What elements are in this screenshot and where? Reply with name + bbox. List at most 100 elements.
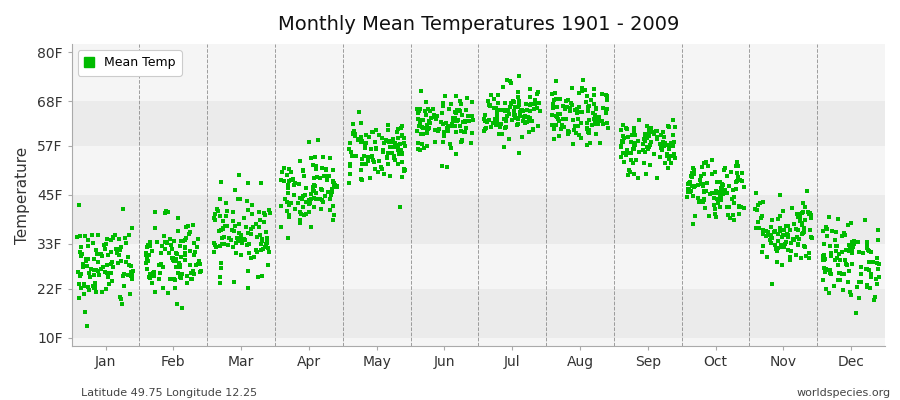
Point — [375, 135, 390, 142]
Point — [304, 196, 319, 202]
Bar — [72, 101, 885, 146]
Point — [550, 114, 564, 121]
Point — [508, 112, 522, 118]
Point — [696, 181, 710, 188]
Point — [458, 119, 473, 126]
Point — [616, 138, 630, 144]
Point — [319, 172, 333, 179]
Point — [736, 205, 751, 212]
Point — [168, 255, 183, 262]
Point — [666, 132, 680, 138]
Point — [776, 242, 790, 249]
Point — [725, 196, 740, 202]
Point — [682, 180, 697, 186]
Point — [590, 118, 604, 124]
Point — [390, 143, 404, 149]
Point — [430, 113, 445, 120]
Point — [589, 118, 603, 124]
Point — [801, 250, 815, 256]
Point — [416, 131, 430, 138]
Point — [458, 117, 473, 124]
Point — [724, 169, 738, 176]
Point — [725, 187, 740, 194]
Point — [756, 242, 770, 249]
Point — [117, 234, 131, 241]
Point — [71, 202, 86, 208]
Point — [511, 121, 526, 128]
Point — [125, 225, 140, 231]
Point — [625, 132, 639, 138]
Point — [428, 116, 443, 122]
Point — [256, 245, 270, 252]
Point — [148, 289, 162, 295]
Point — [562, 97, 576, 103]
Point — [302, 138, 316, 145]
Point — [590, 119, 605, 126]
Point — [816, 252, 831, 258]
Point — [169, 258, 184, 264]
Point — [711, 200, 725, 206]
Point — [586, 101, 600, 107]
Point — [590, 131, 604, 138]
Point — [643, 142, 657, 149]
Point — [152, 276, 166, 282]
Point — [297, 192, 311, 199]
Point — [713, 192, 727, 198]
Point — [491, 107, 505, 113]
Point — [454, 137, 469, 144]
Point — [795, 231, 809, 237]
Point — [700, 163, 715, 169]
Point — [229, 240, 243, 246]
Point — [499, 118, 513, 124]
Point — [793, 214, 807, 220]
Point — [346, 130, 360, 137]
Point — [228, 223, 242, 229]
Point — [796, 230, 811, 236]
Point — [327, 184, 341, 190]
Point — [381, 138, 395, 144]
Point — [171, 260, 185, 266]
Point — [615, 138, 629, 144]
Point — [114, 296, 129, 302]
Point — [598, 92, 613, 98]
Point — [667, 139, 681, 145]
Point — [410, 146, 425, 152]
Point — [663, 153, 678, 160]
Point — [576, 77, 590, 83]
Point — [457, 129, 472, 135]
Point — [845, 248, 859, 254]
Point — [691, 195, 706, 202]
Point — [863, 285, 878, 291]
Point — [314, 164, 328, 171]
Point — [708, 189, 723, 196]
Point — [714, 192, 728, 199]
Point — [752, 200, 767, 206]
Point — [829, 248, 843, 254]
Point — [185, 268, 200, 274]
Point — [627, 128, 642, 134]
Point — [346, 130, 361, 136]
Point — [867, 297, 881, 304]
Point — [438, 93, 453, 99]
Point — [488, 116, 502, 122]
Point — [517, 114, 531, 120]
Point — [824, 271, 838, 277]
Point — [242, 250, 256, 256]
Point — [478, 112, 492, 118]
Point — [626, 144, 641, 150]
Point — [435, 163, 449, 170]
Point — [841, 279, 855, 286]
Point — [818, 255, 832, 262]
Point — [354, 139, 368, 145]
Point — [155, 243, 169, 249]
Point — [393, 125, 408, 132]
Point — [716, 181, 730, 188]
Point — [96, 264, 111, 270]
Point — [624, 150, 638, 156]
Point — [368, 127, 382, 134]
Point — [344, 149, 358, 155]
Point — [627, 142, 642, 148]
Point — [699, 187, 714, 194]
Point — [729, 179, 743, 185]
Point — [585, 122, 599, 128]
